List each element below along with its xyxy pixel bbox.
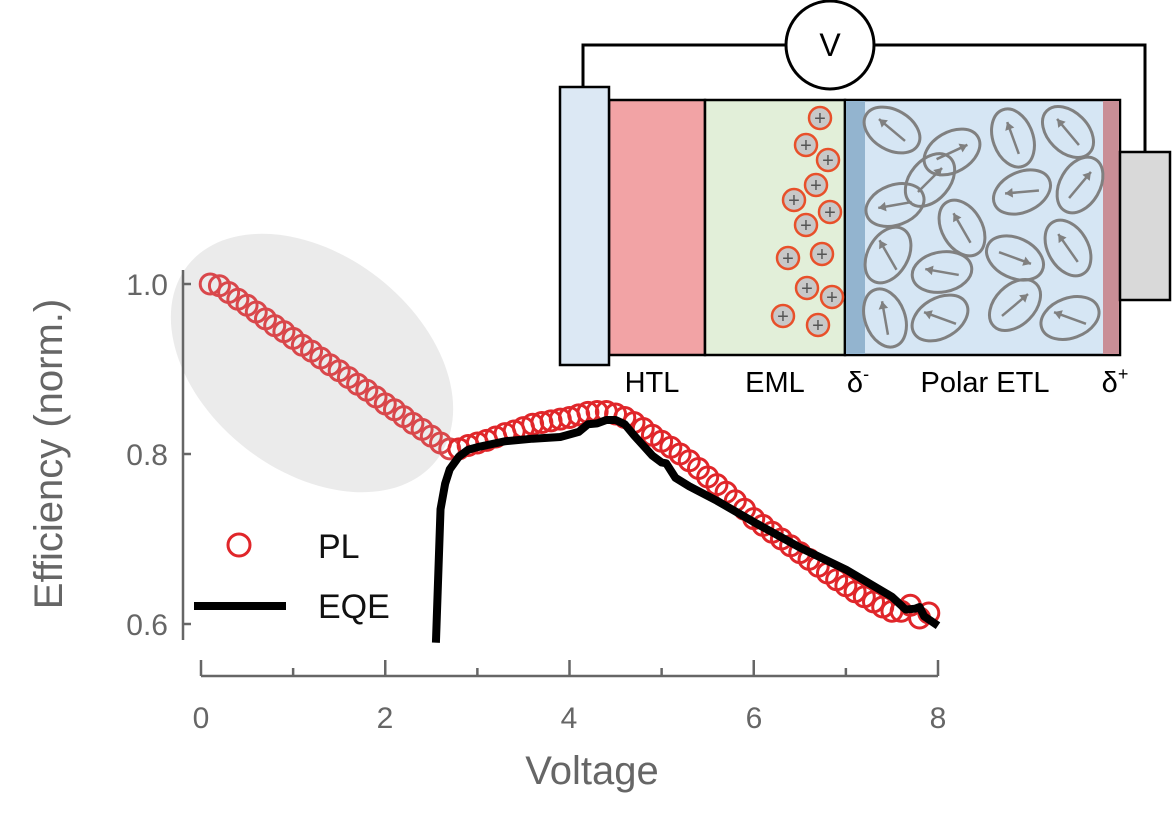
x-tick-label-2: 2 [377, 702, 394, 735]
plus-sign: + [801, 278, 813, 300]
legend-eqe-label: EQE [318, 588, 390, 626]
plus-sign: + [777, 306, 789, 328]
x-axis-title: Voltage [525, 749, 658, 793]
delta-plus-sup: + [1118, 364, 1129, 384]
arrow-head-icon [879, 240, 888, 250]
dipole [1055, 155, 1105, 215]
x-tick-label-0: 0 [193, 702, 210, 735]
eqe-series-line [431, 416, 941, 643]
device-diagram: V ++++++++ ++ ++ + HTL EML δ- Polar ETL δ+ [558, 0, 1172, 399]
dipole [1041, 105, 1095, 159]
arrow-head-icon [953, 213, 962, 223]
y-tick-label-1.0: 1.0 [126, 269, 168, 302]
hole-charge: + [770, 303, 796, 329]
dipole [864, 182, 926, 228]
hole-charge: + [794, 275, 820, 301]
arrow-head-icon [878, 201, 887, 212]
plus-sign: + [826, 287, 838, 309]
hole-charge: + [807, 105, 833, 131]
plus-sign: + [822, 150, 834, 172]
hole-charge: + [781, 187, 807, 213]
arrow-head-icon [1057, 118, 1066, 128]
dipole [863, 225, 913, 285]
hole-charge: + [819, 284, 845, 310]
legend-pl-label: PL [318, 528, 360, 566]
voltmeter [784, 0, 876, 91]
hole-charge: + [815, 147, 841, 173]
label-polar-etl: Polar ETL [921, 367, 1050, 399]
legend: PL EQE [194, 528, 390, 626]
arrow-head-icon [958, 143, 968, 153]
dipole [1043, 218, 1093, 278]
dipoles [862, 105, 1105, 349]
electrode-left [558, 85, 611, 367]
y-tick-label-0.8: 0.8 [126, 439, 168, 472]
layer-delta-plus [1103, 101, 1119, 354]
y-tick-label-0.6: 0.6 [126, 609, 168, 642]
arrow-head-icon [1005, 188, 1014, 198]
hole-charge: + [793, 132, 819, 158]
label-eml: EML [745, 367, 805, 399]
hole-charge: + [817, 199, 843, 225]
delta-minus-sup: - [863, 364, 869, 384]
label-delta-minus: δ- [847, 364, 869, 399]
arrow-head-icon [1058, 234, 1067, 244]
dipole [992, 168, 1052, 216]
dipole [1039, 295, 1101, 341]
arrow-head-icon [878, 119, 888, 128]
plus-sign: + [810, 175, 822, 197]
dipole [910, 250, 974, 294]
plus-sign: + [812, 315, 824, 337]
hole-charge: + [803, 172, 829, 198]
delta-plus-symbol: δ [1102, 367, 1118, 399]
arrow-head-icon [1082, 171, 1091, 181]
plus-sign: + [824, 202, 836, 224]
x-tick-label-4: 4 [561, 702, 578, 735]
plus-sign: + [782, 248, 794, 270]
delta-minus-symbol: δ [847, 367, 863, 399]
x-tick-label-8: 8 [930, 702, 947, 735]
arrow-head-icon [924, 310, 933, 320]
dipole [985, 234, 1045, 282]
hole-charge: + [775, 245, 801, 271]
x-tick-label-6: 6 [746, 702, 763, 735]
arrow-head-icon [933, 167, 943, 177]
hole-charge: + [809, 241, 835, 267]
dipole [903, 152, 957, 208]
y-axis-title: Efficiency (norm.) [27, 299, 71, 609]
dipole [862, 287, 908, 349]
plus-sign: + [800, 135, 812, 157]
label-delta-plus: δ+ [1102, 364, 1129, 399]
label-htl: HTL [625, 367, 680, 399]
plus-sign: + [814, 108, 826, 130]
hole-charge: + [805, 312, 831, 338]
pl-point [198, 272, 222, 296]
electrode-right [1118, 150, 1172, 302]
plus-sign: + [788, 190, 800, 212]
arrow-head-icon [878, 301, 889, 310]
ticks [183, 282, 940, 676]
plus-sign: + [816, 244, 828, 266]
arrow-head-icon [925, 265, 934, 276]
hole-charges: ++++++++ ++ ++ + [770, 105, 845, 338]
hole-charge: + [793, 212, 819, 238]
layer-delta-minus [846, 101, 865, 354]
dipole [922, 127, 982, 177]
dipole [988, 278, 1042, 332]
voltmeter-label: V [819, 27, 841, 63]
arrow-head-icon [1019, 294, 1029, 303]
dipole [937, 198, 987, 258]
arrow-head-icon [1005, 122, 1015, 131]
legend-pl-marker [226, 532, 252, 558]
dipole [910, 293, 970, 343]
dipole [990, 107, 1036, 169]
plus-sign: + [800, 215, 812, 237]
arrow-head-icon [1022, 256, 1031, 266]
arrow-head-icon [1054, 310, 1063, 320]
dipole [862, 105, 922, 155]
layer-htl [607, 98, 707, 357]
